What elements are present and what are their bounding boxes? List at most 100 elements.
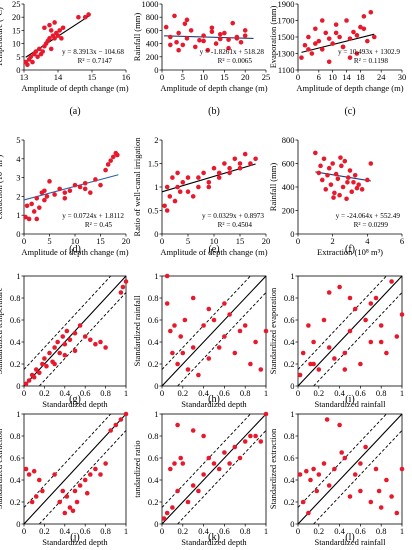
data-point	[44, 194, 50, 199]
data-point	[242, 28, 248, 33]
data-point	[216, 170, 222, 176]
data-point	[352, 172, 358, 178]
data-point	[161, 516, 167, 521]
data-point	[299, 55, 304, 60]
x-tick-label: 0.8	[376, 526, 387, 536]
x-tick-label: 0.2	[177, 388, 188, 398]
data-point	[399, 466, 405, 472]
data-point	[93, 466, 98, 472]
data-point	[314, 488, 320, 494]
y-tick-label: 400	[146, 39, 159, 49]
data-point	[337, 192, 342, 198]
data-point	[118, 417, 124, 422]
data-point	[306, 47, 311, 52]
data-point	[175, 184, 180, 190]
data-point	[306, 34, 311, 40]
data-point	[86, 12, 91, 17]
data-point	[57, 350, 62, 356]
data-point	[347, 328, 353, 334]
data-point	[328, 182, 334, 187]
data-point	[164, 184, 170, 190]
y-axis-label: Evaporation (mm)	[268, 6, 278, 69]
data-point	[213, 41, 219, 46]
regression-equation: y = -24.064x + 552.49	[336, 212, 401, 220]
data-point	[311, 361, 316, 367]
data-point	[237, 165, 243, 171]
data-point	[331, 195, 336, 200]
data-point	[253, 339, 258, 345]
data-point	[185, 367, 191, 372]
lower-bound-line	[313, 292, 403, 387]
data-point	[167, 194, 173, 199]
y-axis-label: extraction (10⁸ m³)	[0, 155, 4, 220]
data-point	[25, 62, 30, 68]
data-point	[47, 350, 52, 356]
x-tick-label: 0.2	[177, 526, 188, 536]
x-tick-label: 15	[220, 72, 229, 82]
y-tick-label: 1700	[278, 16, 295, 26]
y-tick-label: 0	[16, 65, 20, 75]
data-point	[34, 195, 40, 201]
plot-frame	[161, 413, 267, 525]
data-point	[359, 187, 365, 192]
data-point	[37, 370, 42, 376]
data-point	[378, 505, 384, 510]
data-point	[105, 162, 111, 167]
data-point	[363, 317, 368, 323]
data-point	[33, 494, 39, 499]
data-point	[93, 177, 98, 182]
data-point	[84, 490, 90, 496]
data-point	[352, 472, 358, 477]
data-point	[60, 488, 66, 494]
data-point	[44, 363, 49, 369]
data-point	[70, 508, 76, 514]
y-tick-label: 1	[16, 409, 20, 419]
data-point	[313, 41, 318, 46]
data-point	[308, 477, 313, 483]
upper-bound-line	[23, 275, 112, 370]
y-tick-label: 0	[16, 519, 20, 529]
data-point	[399, 312, 405, 317]
data-point	[206, 180, 212, 185]
lower-bound-line	[177, 292, 267, 387]
y-tick-label: 1000	[142, 0, 159, 9]
data-point	[26, 472, 32, 477]
y-axis-label: tandardized ratio	[132, 440, 142, 497]
data-point	[209, 29, 215, 35]
y-axis-label: Rainfall (mm)	[268, 163, 278, 212]
x-tick-label: 10	[199, 72, 208, 82]
data-point	[339, 450, 344, 455]
data-point	[175, 488, 180, 494]
data-point	[349, 189, 355, 194]
y-tick-label: 0	[154, 229, 158, 239]
panel-a: 13 14 15 16 0 5 10 15 20 25 Amplitude of depth cha…	[0, 0, 130, 117]
data-point	[318, 163, 323, 169]
data-point	[311, 466, 316, 472]
data-point	[48, 28, 54, 33]
data-point	[170, 350, 175, 356]
data-point	[316, 472, 322, 477]
y-tick-label: 0.4	[284, 337, 295, 347]
panel-label: (g)	[69, 394, 81, 405]
data-point	[206, 184, 212, 190]
upper-bound-line	[161, 275, 251, 370]
y-tick-label: 0.6	[148, 315, 159, 325]
x-tick-label: 20	[122, 236, 131, 246]
x-tick-label: 0	[22, 526, 26, 536]
data-point	[55, 33, 61, 38]
data-point	[206, 455, 212, 461]
x-tick-label: 0	[296, 236, 300, 246]
data-point	[205, 47, 211, 53]
data-point	[342, 350, 348, 356]
data-point	[365, 177, 370, 183]
lower-bound-line	[313, 430, 403, 525]
y-axis-label: Temperature (°C)	[0, 7, 4, 67]
data-point	[42, 197, 47, 203]
data-point	[120, 284, 126, 290]
x-tick-label: 0.4	[59, 388, 70, 398]
data-point	[178, 455, 184, 461]
data-point	[175, 361, 180, 367]
data-point	[103, 345, 108, 350]
x-tick-label: 10	[210, 236, 219, 246]
data-point	[196, 488, 201, 494]
